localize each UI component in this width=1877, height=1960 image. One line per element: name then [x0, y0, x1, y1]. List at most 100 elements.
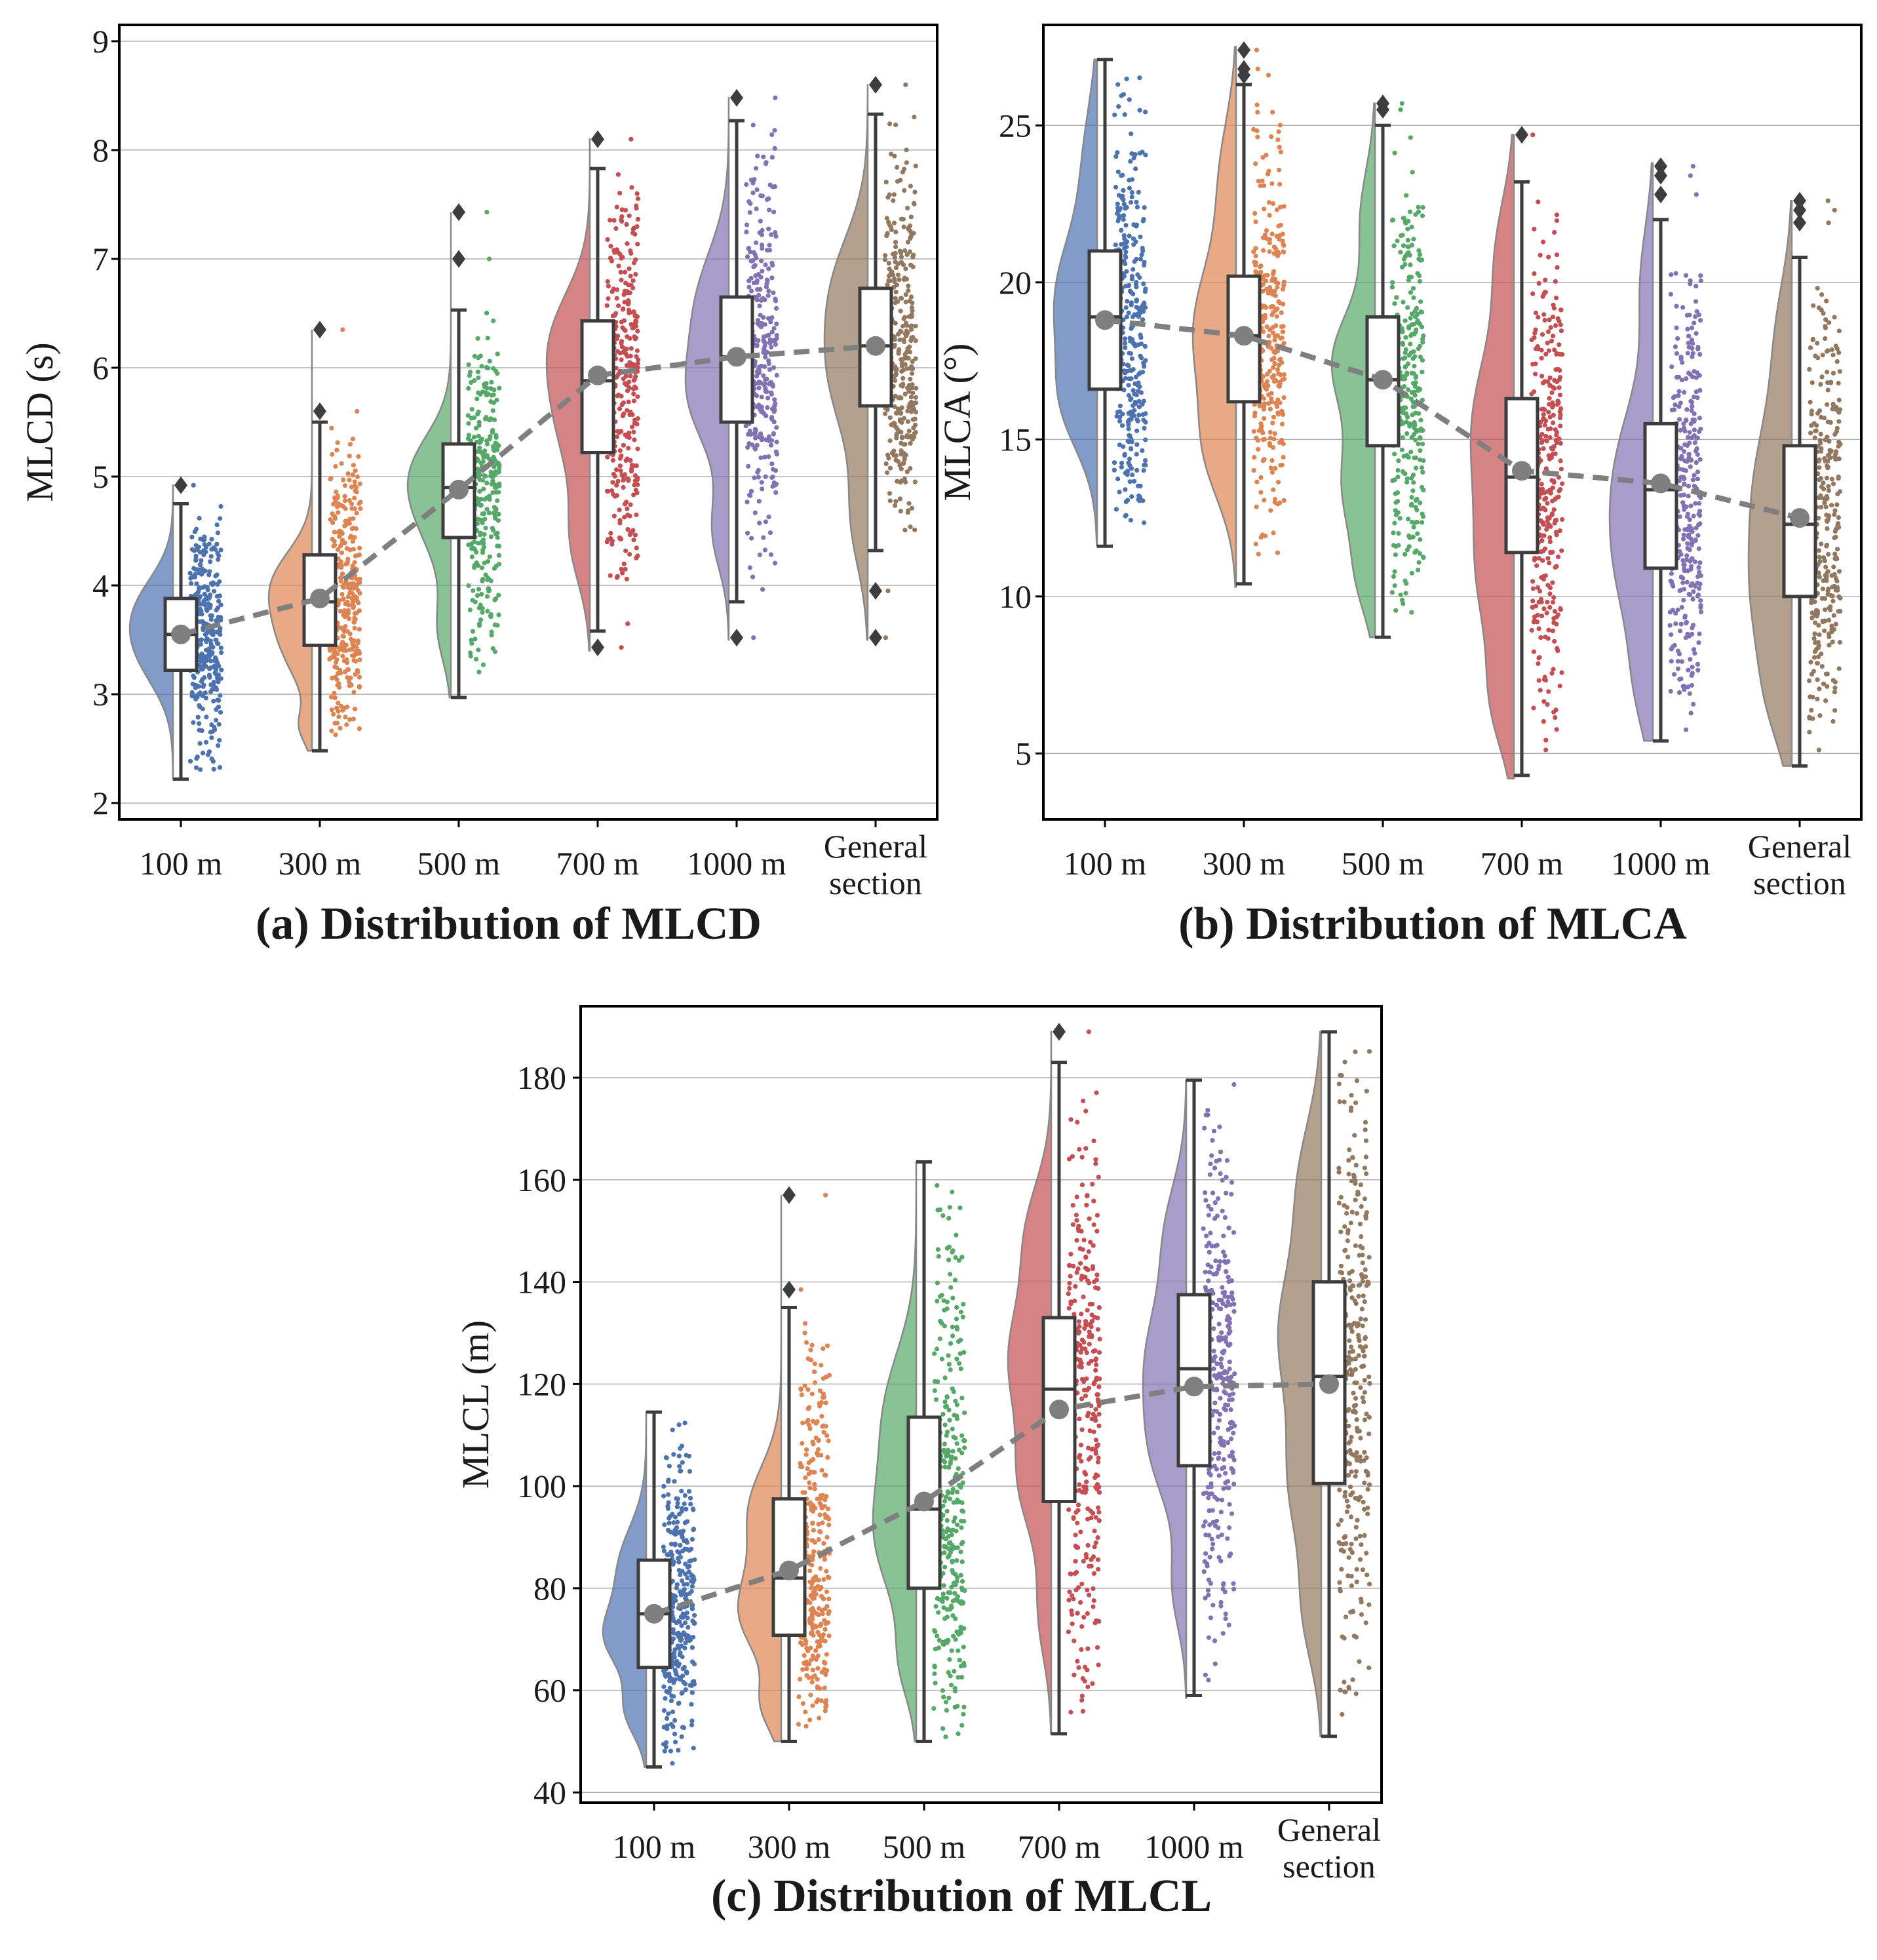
data-point — [1406, 517, 1411, 522]
data-point — [936, 1610, 941, 1615]
data-point — [1138, 234, 1143, 239]
data-point — [896, 395, 901, 401]
data-point — [635, 475, 640, 480]
data-point — [489, 633, 494, 638]
data-point — [1697, 509, 1703, 514]
data-point — [479, 539, 484, 545]
data-point — [353, 707, 358, 712]
data-point — [689, 1702, 694, 1707]
data-point — [887, 498, 893, 503]
data-point — [606, 296, 611, 302]
data-point — [1825, 348, 1830, 353]
data-point — [898, 178, 903, 183]
data-point — [486, 256, 492, 262]
data-point — [902, 528, 908, 533]
data-point — [334, 489, 339, 495]
data-point — [216, 641, 221, 646]
data-point — [631, 492, 636, 498]
data-point — [902, 248, 908, 253]
data-point — [1412, 550, 1418, 555]
data-point — [747, 565, 752, 570]
data-point — [622, 515, 627, 520]
data-point — [1686, 456, 1692, 461]
data-point — [1134, 199, 1139, 205]
data-point — [353, 468, 358, 473]
data-point — [770, 184, 775, 189]
data-point — [1543, 351, 1549, 357]
data-point — [1541, 380, 1546, 385]
data-point — [1693, 331, 1699, 336]
data-point — [755, 318, 761, 323]
data-point — [909, 305, 914, 310]
data-point — [1266, 290, 1271, 296]
data-point — [1254, 128, 1260, 134]
data-point — [1550, 600, 1556, 605]
data-point — [615, 374, 620, 379]
data-point — [1690, 163, 1695, 169]
data-point — [1678, 574, 1684, 579]
data-point — [197, 692, 203, 697]
data-point — [1695, 469, 1701, 475]
data-point — [1557, 385, 1562, 390]
data-point — [1534, 563, 1539, 568]
data-point — [611, 492, 616, 497]
data-point — [1129, 194, 1134, 200]
data-point — [1271, 365, 1276, 370]
data-point — [752, 445, 758, 451]
data-point — [1550, 314, 1556, 320]
data-point — [1837, 369, 1842, 374]
data-point — [496, 553, 502, 558]
outlier-marker — [869, 629, 882, 647]
data-point — [625, 408, 630, 413]
data-point — [635, 446, 640, 452]
outlier-marker — [1654, 157, 1667, 176]
data-point — [771, 209, 777, 214]
data-point — [1540, 486, 1545, 492]
data-point — [476, 647, 481, 653]
data-point — [1688, 421, 1693, 427]
data-point — [761, 411, 767, 416]
data-point — [908, 236, 913, 241]
data-point — [767, 243, 772, 248]
data-point — [1540, 294, 1545, 299]
data-point — [631, 538, 636, 543]
data-point — [748, 493, 753, 498]
data-point — [1697, 416, 1702, 421]
data-point — [1552, 609, 1558, 614]
data-point — [206, 596, 212, 601]
data-point — [351, 716, 356, 722]
data-point — [1539, 575, 1544, 580]
data-point — [678, 1572, 683, 1578]
plot-frame — [1042, 24, 1863, 821]
data-point — [1398, 107, 1403, 112]
data-point — [1838, 442, 1843, 447]
data-point — [1418, 426, 1423, 431]
data-point — [626, 477, 631, 482]
data-point — [1389, 218, 1395, 223]
data-point — [189, 547, 195, 552]
data-point — [465, 436, 471, 441]
data-point — [357, 657, 362, 663]
data-point — [1253, 253, 1258, 259]
data-point — [355, 408, 360, 414]
data-point — [900, 262, 906, 267]
y-tick-label: 160 — [517, 1162, 566, 1198]
data-point — [1119, 173, 1124, 178]
data-point — [1536, 199, 1541, 205]
data-point — [897, 496, 902, 501]
data-point — [909, 311, 914, 317]
data-point — [1117, 442, 1122, 448]
data-point — [482, 497, 488, 502]
data-point — [815, 1684, 820, 1689]
data-point — [905, 510, 910, 515]
data-point — [678, 1554, 683, 1559]
y-tick-label: 100 — [517, 1468, 566, 1504]
data-point — [629, 424, 635, 429]
data-point — [823, 1472, 828, 1478]
data-point — [1122, 236, 1127, 241]
data-point — [1545, 515, 1551, 520]
data-point — [1119, 93, 1124, 98]
data-point — [486, 511, 492, 516]
data-point — [345, 660, 350, 665]
data-point — [491, 510, 497, 515]
